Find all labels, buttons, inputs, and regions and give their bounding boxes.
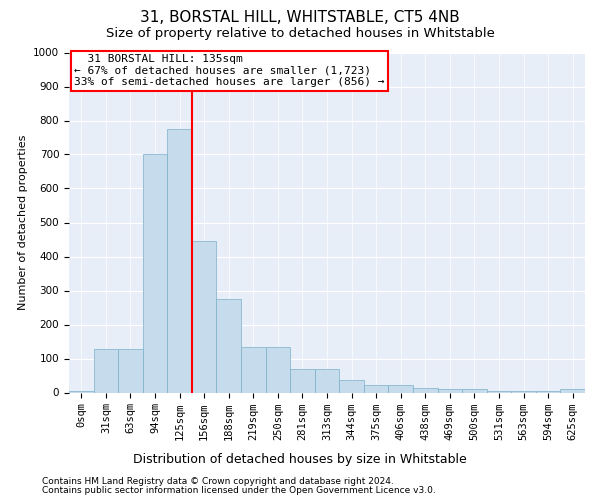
Bar: [167, 129, 192, 392]
Text: Contains HM Land Registry data © Crown copyright and database right 2024.: Contains HM Land Registry data © Crown c…: [42, 477, 394, 486]
Bar: [560, 389, 585, 392]
Bar: [339, 380, 364, 392]
Bar: [413, 388, 437, 392]
Bar: [511, 391, 536, 392]
Bar: [143, 154, 167, 392]
Bar: [69, 391, 94, 392]
Bar: [487, 391, 511, 392]
Bar: [315, 368, 339, 392]
Bar: [94, 349, 118, 393]
Bar: [241, 348, 266, 393]
Y-axis label: Number of detached properties: Number of detached properties: [17, 135, 28, 310]
Bar: [192, 241, 217, 392]
Bar: [462, 389, 487, 392]
Bar: [290, 368, 315, 392]
Bar: [118, 349, 143, 393]
Text: Size of property relative to detached houses in Whitstable: Size of property relative to detached ho…: [106, 28, 494, 40]
Bar: [437, 389, 462, 392]
Text: 31, BORSTAL HILL, WHITSTABLE, CT5 4NB: 31, BORSTAL HILL, WHITSTABLE, CT5 4NB: [140, 10, 460, 25]
Text: 31 BORSTAL HILL: 135sqm
← 67% of detached houses are smaller (1,723)
33% of semi: 31 BORSTAL HILL: 135sqm ← 67% of detache…: [74, 54, 385, 88]
Bar: [266, 348, 290, 393]
Text: Contains public sector information licensed under the Open Government Licence v3: Contains public sector information licen…: [42, 486, 436, 495]
Bar: [536, 391, 560, 392]
Text: Distribution of detached houses by size in Whitstable: Distribution of detached houses by size …: [133, 452, 467, 466]
Bar: [388, 385, 413, 392]
Bar: [217, 299, 241, 392]
Bar: [364, 385, 388, 392]
